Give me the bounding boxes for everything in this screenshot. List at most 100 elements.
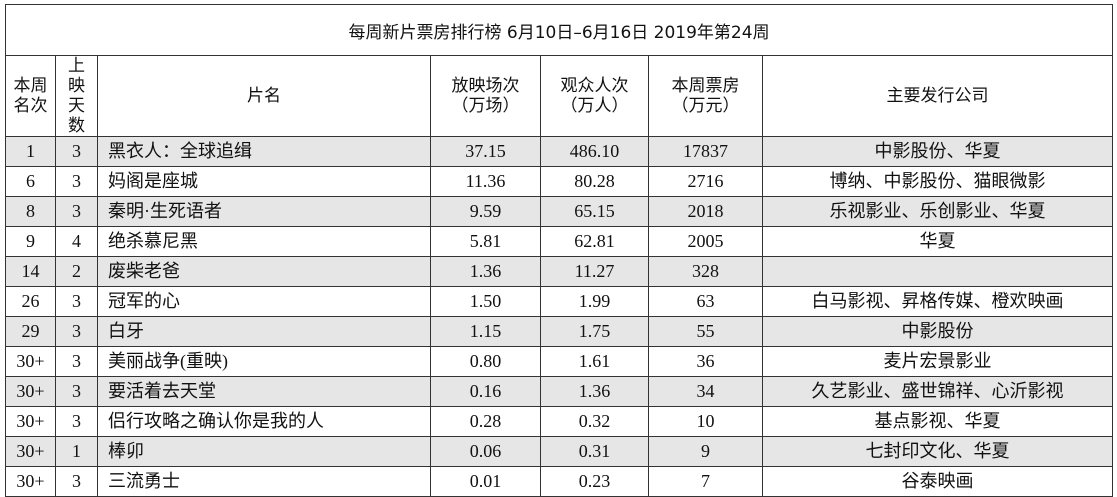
header-cell: 观众人次 （万人）	[540, 55, 649, 137]
table-cell: 侣行攻略之确认你是我的人	[97, 406, 431, 437]
table-cell: 9.59	[430, 196, 541, 227]
table-cell: 3	[55, 406, 98, 437]
table-cell: 0.06	[430, 436, 541, 467]
table-cell: 1.15	[430, 316, 541, 347]
table-row: 6 3 妈阁是座城 11.36 80.28 2716 博纳、中影股份、猫眼微影	[5, 166, 1114, 197]
table-cell: 0.01	[430, 466, 541, 497]
table-row: 30+ 1 棒卯 0.06 0.31 9 七封印文化、华夏	[5, 436, 1114, 467]
table-cell: 11.36	[430, 166, 541, 197]
table-cell: 63	[648, 286, 763, 317]
header-cell: 放映场次 （万场）	[430, 55, 541, 137]
table-cell: 基点影视、华夏	[761, 406, 1114, 437]
table-cell: 中影股份、华夏	[761, 136, 1114, 167]
table-cell: 8	[5, 196, 56, 227]
table-cell: 55	[648, 316, 763, 347]
table-cell: 62.81	[540, 226, 649, 257]
header-cell: 主要发行公司	[761, 55, 1114, 137]
table-cell: 3	[55, 376, 98, 407]
table-body: 1 3 黑衣人：全球追缉 37.15 486.10 17837 中影股份、华夏 6 3 妈阁是座城…	[5, 136, 1114, 497]
table-row: 8 3 秦明·生死语者 9.59 65.15 2018 乐视影业、乐创影业、华夏	[5, 196, 1114, 227]
table-cell: 1.61	[540, 346, 649, 377]
table-cell: 6	[5, 166, 56, 197]
table-cell: 久艺影业、盛世锦祥、心沂影视	[761, 376, 1114, 407]
table-row: 30+ 3 要活着去天堂 0.16 1.36 34 久艺影业、盛世锦祥、心沂影视	[5, 376, 1114, 407]
table-cell: 要活着去天堂	[97, 376, 431, 407]
table-cell: 14	[5, 256, 56, 287]
table-cell: 废柴老爸	[97, 256, 431, 287]
table-cell: 秦明·生死语者	[97, 196, 431, 227]
table-cell: 棒卯	[97, 436, 431, 467]
table-cell: 白马影视、昇格传媒、橙欢映画	[761, 286, 1114, 317]
table-cell: 三流勇士	[97, 466, 431, 497]
table-cell: 30+	[5, 436, 56, 467]
table-cell: 2018	[648, 196, 763, 227]
table-cell: 1.36	[430, 256, 541, 287]
table-cell: 9	[5, 226, 56, 257]
table-row: 29 3 白牙 1.15 1.75 55 中影股份	[5, 316, 1114, 347]
table-cell: 3	[55, 136, 98, 167]
table-cell: 3	[55, 166, 98, 197]
table-cell: 34	[648, 376, 763, 407]
table-cell: 0.31	[540, 436, 649, 467]
table-cell: 美丽战争(重映)	[97, 346, 431, 377]
table-cell: 麦片宏景影业	[761, 346, 1114, 377]
table-cell: 26	[5, 286, 56, 317]
table-cell: 486.10	[540, 136, 649, 167]
table-cell: 0.32	[540, 406, 649, 437]
table-cell: 2005	[648, 226, 763, 257]
table-cell: 1.75	[540, 316, 649, 347]
table-row: 30+ 3 美丽战争(重映) 0.80 1.61 36 麦片宏景影业	[5, 346, 1114, 377]
table-cell	[761, 256, 1114, 287]
table-row: 30+ 3 侣行攻略之确认你是我的人 0.28 0.32 10 基点影视、华夏	[5, 406, 1114, 437]
table-cell: 65.15	[540, 196, 649, 227]
table-row: 30+ 3 三流勇士 0.01 0.23 7 谷泰映画	[5, 466, 1114, 497]
table-cell: 3	[55, 346, 98, 377]
table-cell: 2716	[648, 166, 763, 197]
table-cell: 乐视影业、乐创影业、华夏	[761, 196, 1114, 227]
table-cell: 1.50	[430, 286, 541, 317]
header-cell: 本周票房 （万元）	[648, 55, 763, 137]
table-cell: 7	[648, 466, 763, 497]
table-cell: 0.16	[430, 376, 541, 407]
table-cell: 36	[648, 346, 763, 377]
header-row: 本周 名次 上映 天数 片名 放映场次 （万场） 观众人次 （万人） 本周票房 （万元）主…	[5, 55, 1114, 137]
table-cell: 白牙	[97, 316, 431, 347]
table-cell: 5.81	[430, 226, 541, 257]
table-cell: 1.36	[540, 376, 649, 407]
table-cell: 80.28	[540, 166, 649, 197]
header-cell: 片名	[97, 55, 431, 137]
title-row: 每周新片票房排行榜 6月10日–6月16日 2019年第24周	[4, 4, 1114, 56]
table-cell: 29	[5, 316, 56, 347]
table-cell: 七封印文化、华夏	[761, 436, 1114, 467]
table-cell: 2	[55, 256, 98, 287]
table-cell: 1	[5, 136, 56, 167]
header-cell: 本周 名次	[5, 55, 56, 137]
table-row: 9 4 绝杀慕尼黑 5.81 62.81 2005 华夏	[5, 226, 1114, 257]
table-cell: 冠军的心	[97, 286, 431, 317]
table-cell: 0.28	[430, 406, 541, 437]
table-cell: 11.27	[540, 256, 649, 287]
table-cell: 谷泰映画	[761, 466, 1114, 497]
table-row: 14 2 废柴老爸 1.36 11.27 328	[5, 256, 1114, 287]
table-cell: 3	[55, 286, 98, 317]
table-title: 每周新片票房排行榜 6月10日–6月16日 2019年第24周	[4, 4, 1114, 56]
table-cell: 30+	[5, 376, 56, 407]
table-cell: 0.80	[430, 346, 541, 377]
table-cell: 30+	[5, 346, 56, 377]
table-cell: 0.23	[540, 466, 649, 497]
box-office-table: 每周新片票房排行榜 6月10日–6月16日 2019年第24周 本周 名次 上映 …	[4, 4, 1114, 497]
table-cell: 妈阁是座城	[97, 166, 431, 197]
table-cell: 3	[55, 316, 98, 347]
table-cell: 17837	[648, 136, 763, 167]
table-cell: 37.15	[430, 136, 541, 167]
table-cell: 30+	[5, 406, 56, 437]
table-cell: 4	[55, 226, 98, 257]
table-cell: 30+	[5, 466, 56, 497]
table-cell: 328	[648, 256, 763, 287]
table-cell: 黑衣人：全球追缉	[97, 136, 431, 167]
table-row: 26 3 冠军的心 1.50 1.99 63 白马影视、昇格传媒、橙欢映画	[5, 286, 1114, 317]
table-cell: 10	[648, 406, 763, 437]
table-cell: 3	[55, 196, 98, 227]
table-cell: 1	[55, 436, 98, 467]
